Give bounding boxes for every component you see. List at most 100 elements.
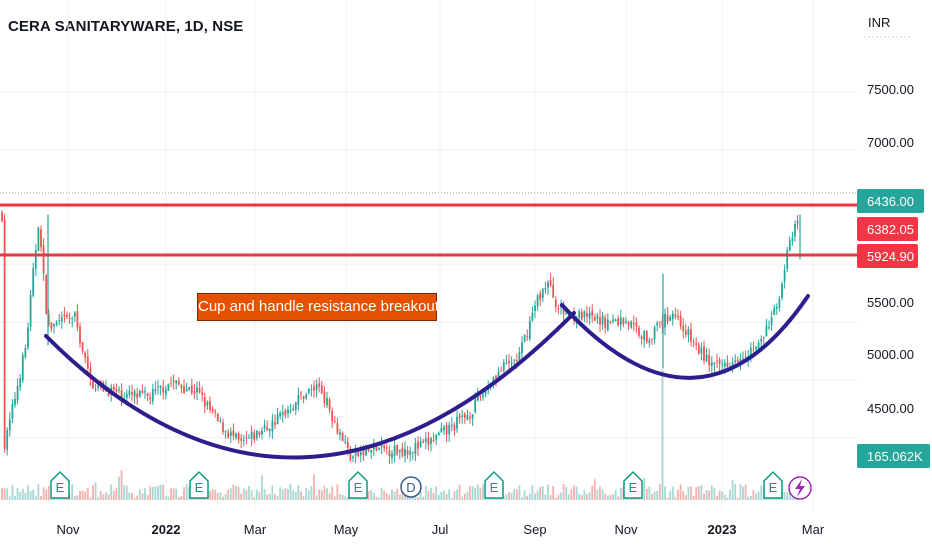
price-tag-label: 5924.90 xyxy=(867,249,914,264)
candle-body xyxy=(505,362,508,364)
volume-bar xyxy=(383,490,386,500)
candle-body xyxy=(323,391,326,404)
news-marker[interactable] xyxy=(788,476,812,500)
volume-bar xyxy=(484,497,487,500)
candle-body xyxy=(146,393,149,397)
candle-body xyxy=(307,389,310,393)
earnings-marker[interactable]: E xyxy=(484,470,504,499)
volume-bar xyxy=(445,494,448,500)
candle-body xyxy=(495,375,497,379)
volume-bar xyxy=(333,496,336,500)
candle-body xyxy=(656,323,659,326)
candle-body xyxy=(497,371,500,379)
candle-body xyxy=(92,380,94,389)
candle-body xyxy=(651,339,653,341)
candle-body xyxy=(705,354,708,362)
price-tick-label: 4500.00 xyxy=(867,401,914,416)
volume-bar xyxy=(133,497,136,500)
candle-body xyxy=(734,360,737,363)
candle-body xyxy=(534,305,536,312)
volume-bar xyxy=(752,490,755,500)
volume-bar xyxy=(97,497,100,500)
candle-body xyxy=(786,250,789,269)
candle-body xyxy=(128,390,131,395)
candle-body xyxy=(658,321,661,323)
candle-body xyxy=(255,430,258,439)
volume-bar xyxy=(648,486,651,500)
volume-bar xyxy=(536,490,539,500)
volume-bar xyxy=(102,494,105,500)
candle-body xyxy=(674,314,677,317)
volume-bar xyxy=(331,486,334,500)
volume-bar xyxy=(718,490,721,500)
resistance-lines xyxy=(0,192,858,257)
earnings-marker[interactable]: E xyxy=(189,470,209,499)
candle-body xyxy=(424,438,427,442)
candle-body xyxy=(508,360,510,363)
volume-bar xyxy=(245,490,248,500)
candle-body xyxy=(240,438,243,441)
candle-body xyxy=(167,383,170,391)
volume-bar xyxy=(172,488,175,500)
volume-bar xyxy=(157,485,159,500)
candle-body xyxy=(710,362,713,366)
earnings-marker[interactable]: E xyxy=(623,470,643,499)
candle-body xyxy=(19,378,22,387)
volume-bar xyxy=(388,495,391,500)
candle-body xyxy=(391,453,393,459)
candle-body xyxy=(781,283,783,298)
candle-body xyxy=(437,432,440,436)
volume-bar xyxy=(294,491,297,500)
candle-body xyxy=(258,431,261,435)
volume-bar xyxy=(224,494,227,500)
candle-body xyxy=(196,387,198,393)
candle-body xyxy=(45,274,48,315)
volume-bar xyxy=(549,494,552,500)
volume-bar xyxy=(300,491,302,500)
volume-bar xyxy=(385,493,388,500)
candle-body xyxy=(445,425,448,435)
breakout-annotation[interactable]: Cup and handle resistance breakout xyxy=(197,293,439,321)
time-axis[interactable]: Nov 2022 Mar May Jul Sep Nov 2023 Mar xyxy=(56,522,824,537)
volume-bar xyxy=(258,491,261,500)
earnings-icon xyxy=(763,470,783,499)
price-tag: 6382.05 xyxy=(857,217,918,241)
volume-bar xyxy=(583,490,586,500)
volume-bar xyxy=(726,497,729,500)
candle-body xyxy=(554,299,557,308)
candle-body xyxy=(375,445,378,451)
volume-bar xyxy=(560,492,562,500)
volume-bar xyxy=(346,497,349,500)
candle-body xyxy=(79,326,81,344)
earnings-marker[interactable]: E xyxy=(348,470,368,499)
candle-body xyxy=(172,380,175,382)
price-axis[interactable]: INR 7500.00 7000.00 5500.00 5000.00 4500.00 xyxy=(864,15,914,416)
volume-bar xyxy=(227,489,230,500)
candle-body xyxy=(513,359,516,361)
marker-label: E xyxy=(195,480,204,495)
volume-bar xyxy=(565,486,568,500)
earnings-marker[interactable]: E xyxy=(763,470,783,499)
volume-bar xyxy=(292,490,295,500)
volume-bar xyxy=(419,490,422,500)
volume-bar xyxy=(284,488,287,500)
candle-body xyxy=(370,449,373,453)
volume-bar xyxy=(578,493,581,500)
volume-bar xyxy=(344,496,347,500)
currency-label: INR xyxy=(868,15,890,30)
candle-body xyxy=(440,427,443,433)
candle-body xyxy=(94,389,97,391)
volume-bar xyxy=(531,485,534,500)
candle-body xyxy=(3,219,6,449)
volume-bar xyxy=(372,492,375,500)
volume-bar xyxy=(318,489,321,500)
volume-bar xyxy=(216,493,219,500)
candle-body xyxy=(352,456,354,459)
volume-bar xyxy=(144,488,146,500)
dividend-marker[interactable]: D xyxy=(400,476,422,498)
volume-bar xyxy=(21,488,24,500)
volume-bar xyxy=(242,488,245,500)
earnings-marker[interactable]: E xyxy=(50,470,70,499)
